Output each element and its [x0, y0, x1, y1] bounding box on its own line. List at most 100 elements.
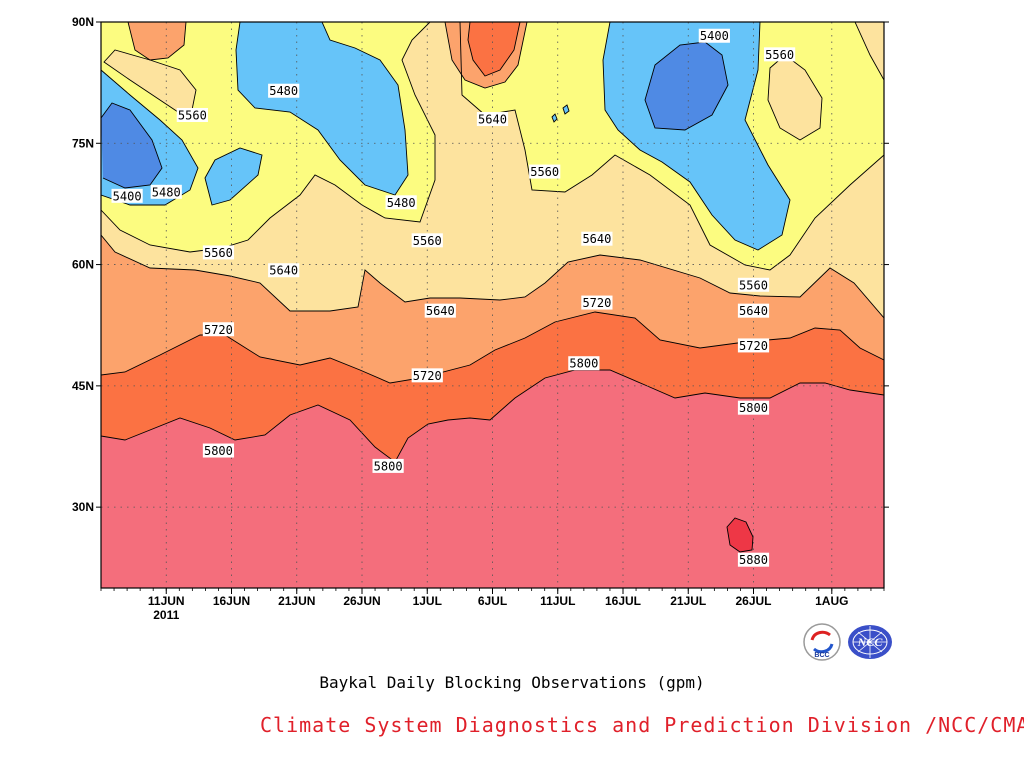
contour-label-text: 5560: [204, 246, 233, 260]
ncc-logo: NCC: [848, 625, 892, 659]
contour-label-5560: 5560: [764, 47, 796, 62]
contour-label-box: [268, 83, 300, 98]
contour-line-5640: [101, 234, 884, 319]
contour-label-box: [411, 233, 443, 248]
contour-label-box: [737, 338, 770, 353]
contour-label-text: 5800: [204, 444, 233, 458]
contour-label-box: [385, 195, 417, 210]
contour-label-5560: 5560: [202, 245, 235, 260]
contour-label-text: 5480: [387, 196, 416, 210]
contour-label-text: 5640: [739, 304, 768, 318]
contour-label-5720: 5720: [411, 368, 443, 383]
contour-label-box: [581, 295, 613, 310]
contour-label-text: 5720: [413, 369, 442, 383]
contour-label-box: [529, 164, 561, 179]
contour-label-5640: 5640: [581, 231, 613, 246]
contour-label-box: [568, 356, 600, 371]
contour-label-text: 5480: [269, 84, 298, 98]
x-tick-label: 26JUN: [343, 594, 380, 608]
contour-label-5800: 5800: [202, 443, 235, 458]
x-tick-label: 21JUL: [670, 594, 706, 608]
band-5800-5880: [101, 370, 884, 588]
contour-label-box: [737, 277, 770, 292]
contour-label-5800: 5800: [737, 400, 770, 415]
x-tick-label: 11JUL: [540, 594, 575, 608]
x-tick-label: 16JUN: [213, 594, 250, 608]
band-5640-5720-cap-2: [128, 22, 186, 60]
contour-line-5560: [101, 22, 884, 271]
chart-title: Baykal Daily Blocking Observations (gpm): [319, 673, 705, 692]
band-below-5400-b: [645, 42, 728, 130]
contour-label-box: [372, 458, 404, 473]
contour-label-5720: 5720: [737, 338, 770, 353]
contour-label-5560: 5560: [176, 107, 208, 122]
contour-line-5480: [101, 22, 791, 251]
x-tick-label: 16JUL: [605, 594, 641, 608]
contour-label-text: 5640: [478, 113, 507, 127]
y-tick-label: 30N: [72, 500, 94, 514]
y-tick-label: 90N: [72, 15, 94, 29]
x-tick-label: 21JUN: [278, 594, 315, 608]
contour-label-box: [698, 28, 730, 43]
band-5560-5640-island-3: [855, 22, 884, 80]
band-5400-5480-b: [205, 148, 262, 205]
contour-label-5400: 5400: [111, 188, 143, 203]
contour-line-5720-cap: [467, 22, 521, 77]
contour-label-text: 5640: [426, 304, 455, 318]
contour-line-5880: [726, 517, 754, 553]
contour-label-text: 5800: [569, 357, 598, 371]
contour-label-box: [737, 303, 770, 318]
contour-label-box: [111, 188, 143, 203]
x-tick-label: 11JUN: [148, 594, 185, 608]
contour-label-text: 5480: [152, 185, 181, 199]
x-year-label: 2011: [153, 608, 179, 622]
contour-label-5720: 5720: [202, 322, 235, 337]
contour-label-5560: 5560: [411, 233, 443, 248]
contour-label-box: [202, 443, 235, 458]
contour-label-box: [476, 112, 509, 127]
contour-label-5480: 5480: [268, 83, 300, 98]
contour-label-5880: 5880: [737, 552, 770, 567]
credit-line: Climate System Diagnostics and Predictio…: [260, 713, 1024, 737]
x-tick-label: 6JUL: [478, 594, 507, 608]
contour-label-5640: 5640: [476, 112, 509, 127]
contour-label-box: [202, 245, 235, 260]
contour-label-text: 5720: [204, 323, 233, 337]
contour-label-text: 5800: [739, 401, 768, 415]
contour-label-5560: 5560: [737, 277, 770, 292]
band-below-5400-a: [101, 103, 162, 188]
contour-label-box: [764, 47, 796, 62]
bcc-logo: BCC: [803, 623, 841, 661]
y-tick-label: 60N: [72, 258, 94, 272]
bcc-logo-text: BCC: [814, 652, 829, 659]
contour-label-text: 5400: [700, 29, 729, 43]
contour-label-box: [424, 303, 456, 318]
contour-label-text: 5640: [269, 264, 298, 278]
contour-label-5480: 5480: [150, 184, 182, 199]
contour-label-box: [176, 107, 208, 122]
x-tick-label: 1AUG: [815, 594, 848, 608]
band-5400-5480-d: [603, 22, 790, 250]
contour-label-text: 5400: [113, 189, 142, 203]
contour-label-text: 5560: [739, 278, 768, 292]
contour-label-5640: 5640: [424, 303, 456, 318]
contour-label-box: [581, 231, 613, 246]
contour-line-5400: [101, 41, 729, 189]
contour-label-layer: 5400 5480 5480 5480 5560 5560 5560 5560 5560 5560…: [111, 28, 796, 567]
y-tick-label: 45N: [72, 379, 94, 393]
contour-label-5400: 5400: [698, 28, 730, 43]
contour-label-5640: 5640: [268, 263, 300, 278]
contour-label-5720: 5720: [581, 295, 613, 310]
contour-label-box: [150, 184, 182, 199]
y-tick-label: 75N: [72, 136, 94, 150]
contour-label-text: 5640: [582, 232, 611, 246]
contour-label-box: [268, 263, 300, 278]
contour-label-text: 5560: [178, 108, 207, 122]
contour-label-box: [737, 400, 770, 415]
contour-label-text: 5560: [765, 48, 794, 62]
contour-label-text: 5560: [413, 234, 442, 248]
contour-label-box: [202, 322, 235, 337]
contour-label-text: 5560: [530, 165, 559, 179]
contour-label-text: 5800: [374, 459, 403, 473]
